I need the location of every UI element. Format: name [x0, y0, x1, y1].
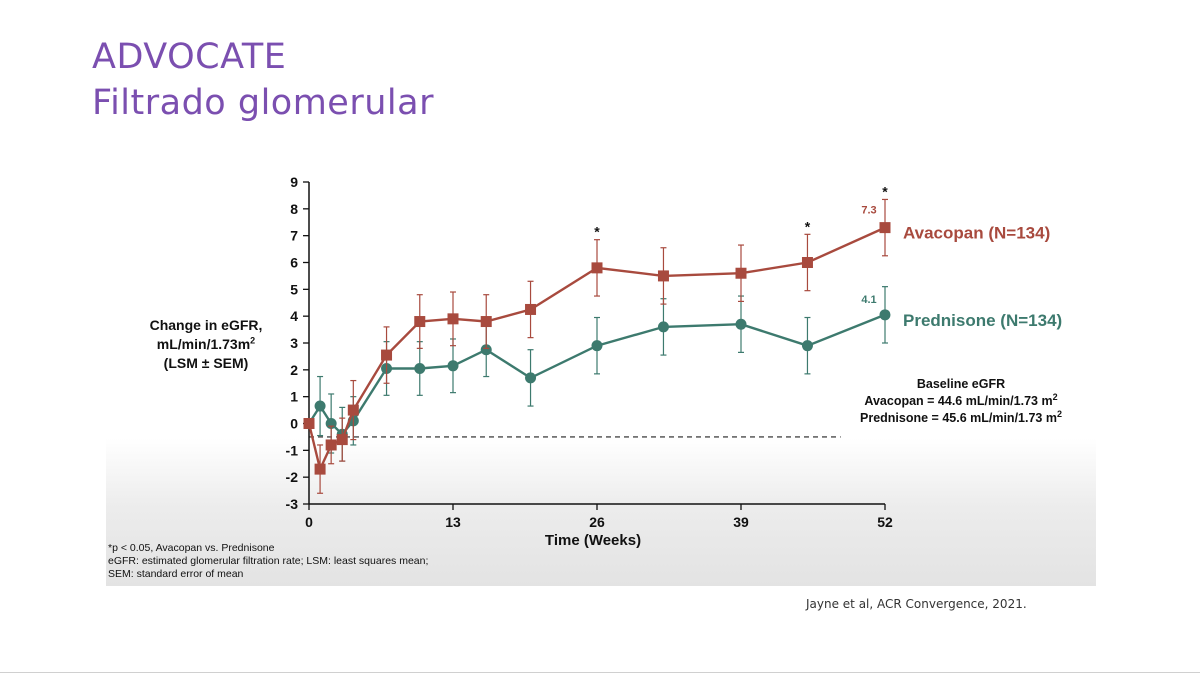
y-tick-label: -2 — [286, 469, 299, 485]
egfr-line-chart: -3 -2 -1 0 1 2 3 4 5 6 7 8 9 0 13 26 39 52 Time (Weeks) 4.1… — [286, 174, 1063, 549]
y-tick-label: 5 — [290, 281, 298, 297]
prednisone-data-point — [879, 309, 891, 321]
avacopan-data-point — [801, 257, 813, 268]
avacopan-data-point — [347, 404, 359, 416]
baseline-prednisone: Prednisone = 45.6 mL/min/1.73 m2 — [826, 408, 1096, 427]
avacopan-data-point — [381, 349, 393, 361]
x-tick-label: 13 — [445, 514, 461, 530]
baseline-prednisone-sup: 2 — [1056, 408, 1062, 419]
x-tick-label: 26 — [589, 514, 605, 530]
prednisone-data-point — [314, 400, 326, 412]
baseline-egfr-box: Baseline eGFR Avacopan = 44.6 mL/min/1.7… — [826, 376, 1096, 427]
prednisone-data-point — [657, 321, 669, 333]
y-axis-label: Change in eGFR, mL/min/1.73m2 (LSM ± SEM… — [106, 316, 306, 373]
y-axis-label-line-3: (LSM ± SEM) — [163, 355, 249, 371]
y-tick-label: 7 — [290, 228, 298, 244]
significance-asterisk: * — [594, 224, 600, 240]
baseline-avacopan: Avacopan = 44.6 mL/min/1.73 m2 — [826, 391, 1096, 410]
baseline-avacopan-text: Avacopan = 44.6 mL/min/1.73 m — [864, 394, 1053, 408]
prednisone-end-value-label: 4.1 — [861, 294, 876, 306]
footnotes: *p < 0.05, Avacopan vs. Prednisone eGFR:… — [108, 542, 428, 581]
prednisone-data-point — [414, 362, 426, 374]
prednisone-data-point — [447, 360, 459, 372]
y-tick-label: 1 — [290, 389, 298, 405]
baseline-avacopan-sup: 2 — [1052, 391, 1058, 402]
avacopan-data-point — [525, 303, 537, 315]
y-axis-label-superscript: 2 — [250, 335, 256, 346]
avacopan-data-point — [879, 222, 891, 234]
x-tick-label: 52 — [877, 514, 893, 530]
avacopan-data-point — [414, 316, 426, 328]
prednisone-data-point — [480, 344, 492, 356]
y-tick-label: -3 — [286, 496, 299, 512]
avacopan-data-point — [735, 267, 747, 279]
avacopan-data-point — [447, 313, 459, 325]
slide-title: ADVOCATE Filtrado glomerular — [92, 34, 434, 126]
avacopan-data-point — [303, 418, 315, 429]
y-tick-label: 6 — [290, 255, 298, 271]
significance-asterisk: * — [882, 183, 888, 199]
prednisone-data-point — [591, 340, 603, 352]
y-tick-label: 2 — [290, 362, 298, 378]
avacopan-data-point — [336, 434, 348, 446]
footnote-significance: *p < 0.05, Avacopan vs. Prednisone — [108, 542, 275, 554]
x-tick-label: 0 — [305, 514, 313, 530]
slide-title-line-2: Filtrado glomerular — [92, 83, 434, 123]
egfr-figure: -3 -2 -1 0 1 2 3 4 5 6 7 8 9 0 13 26 39 52 Time (Weeks) 4.1… — [106, 152, 1096, 586]
prednisone-data-point — [525, 372, 537, 384]
y-tick-label: 3 — [290, 335, 298, 351]
x-axis-title: Time (Weeks) — [545, 532, 641, 549]
prednisone-data-point — [801, 340, 813, 352]
avacopan-end-value-label: 7.3 — [861, 205, 876, 217]
slide-title-line-1: ADVOCATE — [92, 37, 287, 77]
baseline-heading: Baseline eGFR — [916, 377, 1006, 391]
baseline-prednisone-text: Prednisone = 45.6 mL/min/1.73 m — [860, 411, 1057, 425]
avacopan-data-point — [657, 270, 669, 282]
y-axis-label-unit: mL/min/1.73m — [156, 336, 251, 352]
significance-asterisk: * — [805, 218, 811, 234]
footnote-egfr: eGFR: estimated glomerular filtration ra… — [108, 555, 429, 567]
x-tick-label: 39 — [733, 514, 749, 530]
avacopan-data-point — [480, 316, 492, 328]
bottom-divider — [0, 672, 1200, 673]
citation: Jayne et al, ACR Convergence, 2021. — [806, 597, 1027, 611]
y-axis-label-line-2: mL/min/1.73m2 — [106, 335, 306, 354]
avacopan-data-point — [591, 262, 603, 274]
y-axis-label-line-1: Change in eGFR, — [149, 317, 263, 333]
y-tick-label: -1 — [286, 442, 299, 458]
y-tick-label: 4 — [290, 308, 298, 324]
y-tick-label: 9 — [290, 174, 298, 190]
avacopan-data-point — [325, 439, 337, 451]
prednisone-legend-label: Prednisone (N=134) — [903, 311, 1062, 330]
prednisone-data-point — [735, 318, 747, 330]
y-tick-label: 0 — [290, 416, 298, 432]
avacopan-data-point — [314, 463, 326, 475]
avacopan-legend-label: Avacopan (N=134) — [903, 224, 1050, 243]
footnote-sem: SEM: standard error of mean — [108, 568, 244, 580]
y-tick-label: 8 — [290, 201, 298, 217]
